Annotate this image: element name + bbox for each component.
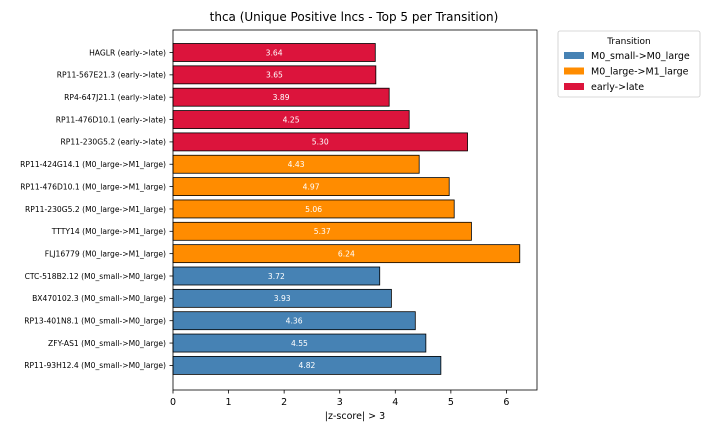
legend-box — [557, 30, 701, 98]
y-tick-label: RP11-230G5.2 (M0_large->M1_large) — [25, 205, 166, 214]
bar-value-label: 4.36 — [286, 317, 303, 326]
y-tick-label: RP13-401N8.1 (M0_small->M0_large) — [24, 317, 166, 326]
y-tick-label: HAGLR (early->late) — [89, 48, 166, 57]
y-tick-label: TTTY14 (M0_large->M1_large) — [51, 227, 166, 236]
bar-value-label: 4.25 — [283, 115, 300, 124]
y-tick-label: RP11-230G5.2 (early->late) — [61, 138, 167, 147]
bar-value-label: 3.93 — [274, 294, 291, 303]
bar-value-label: 3.89 — [273, 93, 290, 102]
plot-frame — [172, 29, 538, 391]
legend-items: M0_small->M0_large M0_large->M1_largeearl… — [564, 51, 690, 93]
y-tick-label: ZFY-AS1 (M0_small->M0_large) — [48, 339, 166, 348]
x-axis-ticks: 0 1 2 3 4 5 6 — [170, 390, 509, 408]
x-tick-label: 5 — [448, 397, 454, 408]
x-tick-label: 3 — [337, 397, 343, 408]
bar-value-label: 6.24 — [338, 249, 355, 258]
legend-swatch — [564, 83, 584, 90]
legend-label: M0_large->M1_large — [591, 67, 689, 78]
x-tick-label: 1 — [226, 397, 232, 408]
y-tick-label: RP11-476D10.1 (early->late) — [56, 115, 166, 124]
bar-value-label: 4.82 — [298, 361, 315, 370]
x-tick-label: 2 — [281, 397, 287, 408]
bar-value-label: 3.72 — [268, 272, 285, 281]
y-tick-label: RP11-93H12.4 (M0_small->M0_large) — [24, 361, 166, 370]
bar-value-label: 4.97 — [303, 182, 320, 191]
bar-value-label: 3.64 — [266, 48, 283, 57]
y-tick-label: RP11-476D10.1 (M0_large->M1_large) — [20, 182, 166, 191]
legend: Transition M0_small->M0_large M0_large->M… — [557, 30, 701, 98]
y-tick-label: RP4-647J21.1 (early->late) — [64, 93, 166, 102]
y-axis-ticks: HAGLR (early->late) RP11-567E21.3 (early-… — [20, 48, 173, 370]
legend-title: Transition — [606, 37, 651, 47]
bar-value-label: 5.37 — [314, 227, 331, 236]
x-tick-label: 6 — [503, 397, 509, 408]
x-tick-label: 0 — [170, 397, 176, 408]
legend-label: M0_small->M0_large — [591, 51, 690, 62]
y-tick-label: FLJ16779 (M0_large->M1_large) — [45, 249, 166, 258]
y-tick-label: RP11-567E21.3 (early->late) — [57, 71, 166, 80]
legend-swatch — [564, 67, 584, 75]
bars-layer: 3.64 3.65 3.89 4.25 5.30 4.43 4.97 5.06 5.37 6.24… — [172, 43, 521, 375]
bar-value-label: 3.65 — [266, 71, 283, 80]
bar-value-label: 5.06 — [305, 205, 322, 214]
y-tick-label: CTC-518B2.12 (M0_small->M0_large) — [25, 272, 166, 281]
bar-value-label: 4.43 — [288, 160, 305, 169]
legend-swatch — [564, 52, 584, 59]
y-tick-label: RP11-424G14.1 (M0_large->M1_large) — [20, 160, 166, 169]
y-tick-label: BX470102.3 (M0_small->M0_large) — [32, 294, 166, 303]
x-tick-label: 4 — [392, 397, 398, 408]
x-axis-label: |z-score| > 3 — [325, 411, 385, 422]
bar-value-label: 4.55 — [291, 339, 308, 348]
legend-label: early->late — [591, 82, 644, 93]
chart-title: thca (Unique Positive lncs - Top 5 per T… — [210, 10, 499, 24]
bar-value-label: 5.30 — [312, 138, 329, 147]
